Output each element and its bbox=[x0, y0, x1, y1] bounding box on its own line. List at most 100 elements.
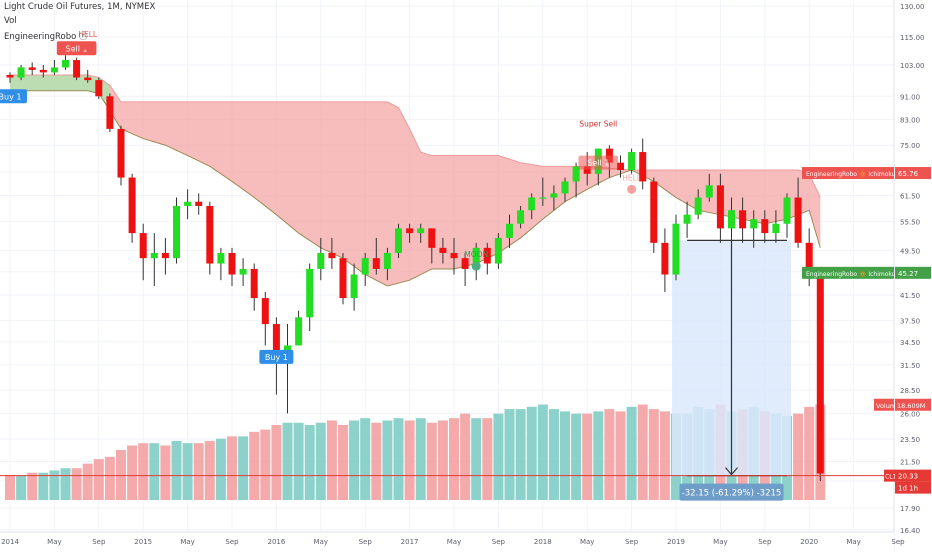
candle-body bbox=[739, 210, 747, 229]
volume-bar bbox=[204, 440, 215, 500]
volume-bar bbox=[49, 470, 60, 500]
candle-body bbox=[250, 268, 258, 299]
volume-bar bbox=[659, 411, 670, 500]
time-tick-label: 2015 bbox=[134, 538, 152, 546]
ichimoku-lead-1-label-text: EngineeringRobo 🔅 Ichimoku Lead 1 bbox=[806, 270, 918, 278]
price-tick-label: 115.00 bbox=[900, 34, 925, 42]
price-tick-label: 31.50 bbox=[900, 362, 920, 370]
candle-body bbox=[117, 128, 125, 178]
ichimoku-lead-2-value-text: 65.76 bbox=[898, 170, 919, 178]
time-tick-label: Sep bbox=[758, 538, 772, 546]
price-tick-label: 26.00 bbox=[900, 410, 920, 418]
time-tick-label: 2014 bbox=[1, 538, 19, 546]
volume-bar bbox=[215, 438, 226, 500]
candle-body bbox=[794, 197, 802, 243]
cloud-fill bbox=[10, 74, 821, 287]
time-axis[interactable]: 2014 May Sep 2015 May Sep 2016 May Sep 2017 May Sep… bbox=[0, 531, 905, 550]
volume-bar bbox=[326, 420, 337, 500]
candle-body bbox=[772, 223, 780, 234]
candle-body bbox=[372, 258, 380, 269]
candle-body bbox=[728, 210, 735, 229]
volume-bar bbox=[637, 404, 648, 500]
candle-body bbox=[783, 197, 791, 224]
candle-body bbox=[17, 67, 25, 78]
time-tick-label: 2016 bbox=[267, 538, 285, 546]
candle-body bbox=[50, 67, 58, 73]
candle-body bbox=[561, 181, 569, 194]
candle-body bbox=[694, 197, 702, 215]
volume-bar bbox=[526, 406, 537, 500]
time-tick-label: May bbox=[846, 538, 860, 546]
candle-body bbox=[395, 228, 402, 253]
candle-body bbox=[672, 223, 680, 275]
candle-body bbox=[73, 60, 81, 78]
price-tick-label: 17.90 bbox=[900, 505, 920, 513]
ichimoku-lead-2-value-box bbox=[895, 167, 931, 180]
candle-body bbox=[95, 80, 103, 97]
volume-bar bbox=[515, 409, 526, 500]
price-tick-label: 75.00 bbox=[900, 142, 920, 150]
volume-bar bbox=[560, 411, 570, 500]
candles bbox=[0, 55, 894, 482]
price-tick-label: 21.50 bbox=[900, 458, 920, 466]
volume-bar bbox=[537, 404, 548, 500]
measure-arrow bbox=[725, 467, 738, 476]
price-tick-label: 16.40 bbox=[900, 527, 920, 535]
candle-body bbox=[661, 242, 669, 275]
time-tick-label: May bbox=[314, 538, 328, 546]
price-value-text: 20.33 bbox=[898, 473, 918, 481]
volume-bar bbox=[315, 422, 326, 500]
time-tick-label: May bbox=[47, 538, 61, 546]
volume-bar bbox=[548, 409, 559, 500]
candle-body bbox=[128, 177, 136, 234]
candle-body bbox=[472, 247, 480, 269]
candle-body bbox=[184, 201, 192, 206]
candle-body bbox=[406, 228, 414, 234]
volume-bar bbox=[504, 409, 515, 500]
candle-body bbox=[439, 247, 447, 253]
signal-tag bbox=[259, 349, 294, 364]
volume-bar bbox=[138, 443, 149, 500]
candle-body bbox=[761, 219, 769, 234]
volume-bar bbox=[82, 463, 93, 500]
price-tick-label: 83.00 bbox=[900, 117, 920, 125]
signal-tag bbox=[578, 155, 619, 170]
volume-bar bbox=[193, 443, 204, 500]
volume-bar bbox=[71, 468, 82, 500]
price-tick-label: 130.00 bbox=[900, 3, 925, 11]
cloud-green-fill bbox=[10, 74, 110, 111]
volume-bar bbox=[116, 450, 126, 500]
measure-label-box bbox=[679, 483, 784, 501]
price-tick-label: 49.50 bbox=[900, 247, 920, 255]
candle-body bbox=[816, 274, 824, 474]
candle-body bbox=[383, 252, 391, 269]
volume-bar bbox=[282, 422, 293, 500]
volume-bar bbox=[5, 475, 15, 500]
candle-body bbox=[539, 197, 547, 199]
candle-body bbox=[361, 258, 369, 275]
measure-tool: -32.15 (-61.29%) -3215 bbox=[672, 239, 791, 501]
signal-tag bbox=[0, 89, 27, 104]
volume-bar bbox=[238, 436, 249, 500]
volume-bar bbox=[60, 468, 71, 500]
price-tick-label: 28.50 bbox=[900, 387, 920, 395]
candle-body bbox=[506, 223, 513, 238]
signal-dot-label: Super Sell bbox=[579, 119, 617, 128]
candle-body bbox=[716, 185, 724, 229]
candle-body bbox=[683, 214, 691, 224]
volume-bar bbox=[260, 429, 271, 500]
volume-value-box bbox=[895, 398, 931, 411]
volume-bar bbox=[426, 422, 437, 500]
volume-bar bbox=[293, 422, 304, 500]
volume-bar bbox=[793, 413, 804, 500]
price-value-box bbox=[895, 469, 931, 482]
price-symbol-box bbox=[884, 469, 896, 482]
volume-bar bbox=[227, 436, 237, 500]
candle-body bbox=[583, 166, 591, 174]
candle-body bbox=[306, 268, 314, 318]
volume-indicator-label: Vol bbox=[4, 16, 17, 26]
volume-bar bbox=[349, 420, 360, 500]
time-tick-label: 2020 bbox=[800, 538, 818, 546]
